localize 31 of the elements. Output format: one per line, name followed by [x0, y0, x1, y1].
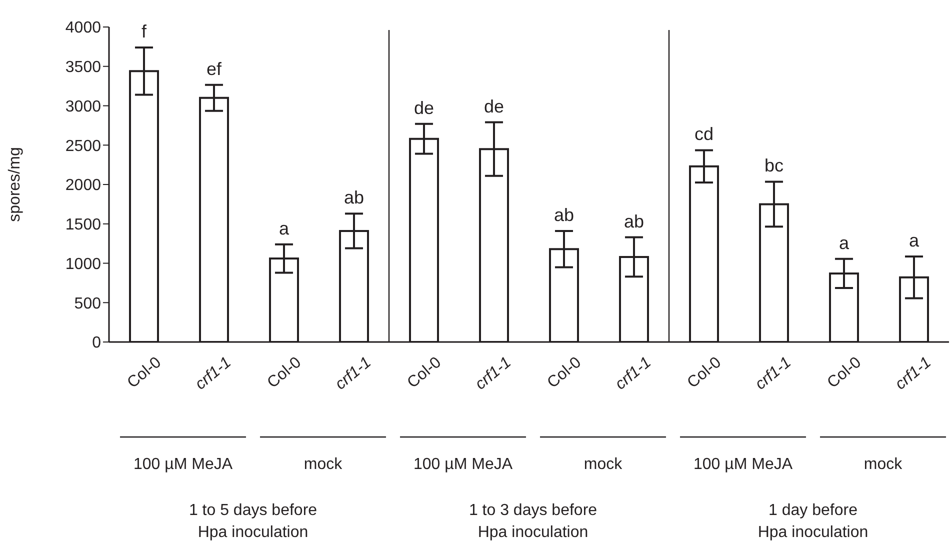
text: mock: [862, 456, 904, 474]
data-label: ef: [206, 58, 223, 79]
data-label: a: [908, 230, 920, 251]
text: 1 day before Hpa inoculation: [756, 501, 870, 543]
y-tick-label: 4000: [65, 20, 102, 37]
y-tick-label: 1000: [65, 256, 102, 273]
data-label: ab: [624, 211, 644, 232]
data-label: cd: [694, 124, 714, 144]
y-axis-title: spores/mg: [6, 147, 24, 222]
text: 1 to 3 days before Hpa inoculation: [468, 501, 598, 543]
data-label: a: [278, 218, 290, 238]
y-tick-label: 0: [92, 334, 102, 352]
y-tick-label: 3000: [65, 98, 102, 116]
data-label: a: [838, 232, 850, 253]
text: 100 µM MeJA: [132, 456, 234, 474]
y-tick-label: 3500: [65, 59, 102, 76]
text: 1 to 5 days before Hpa inoculation: [188, 501, 318, 543]
y-tick-label: 2500: [65, 138, 102, 155]
text: 100 µM MeJA: [412, 456, 514, 474]
data-label: de: [414, 98, 434, 118]
text: 100 µM MeJA: [692, 456, 794, 474]
data-label: bc: [764, 156, 784, 176]
data-label: de: [484, 96, 504, 116]
text: mock: [582, 456, 624, 474]
data-label: ab: [344, 188, 364, 208]
y-tick-label: 1500: [65, 216, 102, 234]
y-tick-label: 500: [74, 295, 102, 312]
data-label: ab: [554, 204, 574, 225]
data-label: f: [141, 21, 148, 42]
y-tick-label: 2000: [65, 177, 102, 194]
text: mock: [302, 456, 344, 474]
